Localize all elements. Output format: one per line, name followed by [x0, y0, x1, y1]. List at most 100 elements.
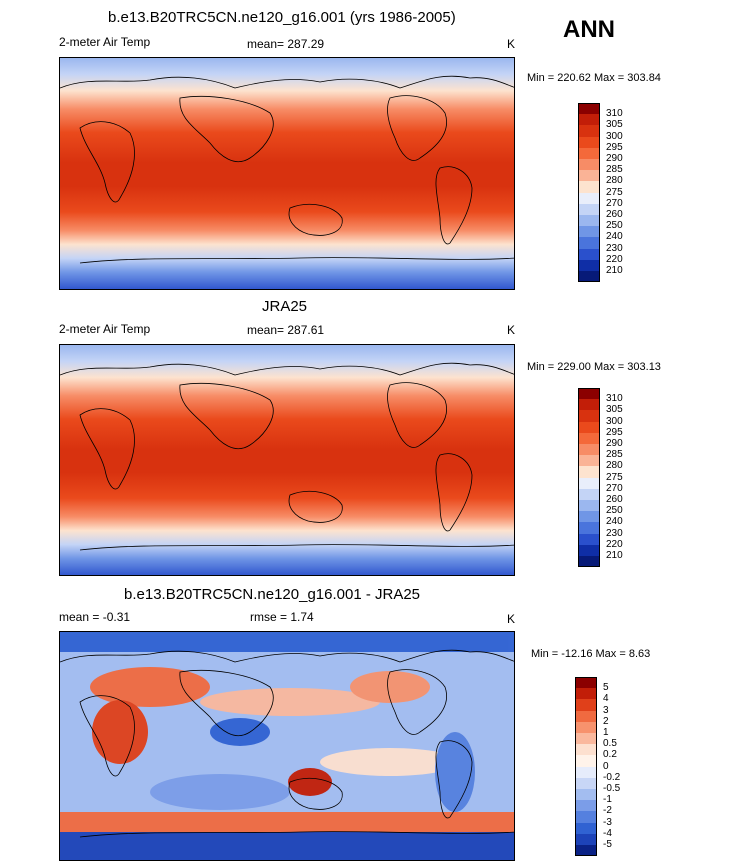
colorbar-swatch	[578, 533, 600, 545]
colorbar-tick-label: 0.5	[603, 738, 617, 750]
colorbar-swatch	[575, 733, 597, 745]
colorbar-tick-label: 230	[606, 527, 623, 539]
colorbar-tick-label: 240	[606, 231, 623, 243]
colorbar-swatch	[575, 699, 597, 711]
colorbar-tick-label: -2	[603, 805, 612, 817]
colorbar-tick-label: 0	[603, 760, 609, 772]
colorbar-tick-label: -0.2	[603, 771, 621, 783]
colorbar-tick-label: -4	[603, 827, 612, 839]
panel3-map-svg	[60, 632, 514, 860]
colorbar-swatch	[575, 677, 597, 689]
colorbar-swatch	[578, 114, 600, 126]
colorbar-tick-label: 275	[606, 471, 623, 483]
panel3-title: b.e13.B20TRC5CN.ne120_g16.001 - JRA25	[124, 586, 421, 603]
colorbar-swatch	[578, 488, 600, 500]
season-label: ANN	[563, 16, 615, 43]
colorbar-swatch	[578, 444, 600, 456]
colorbar-tick-label: 290	[606, 153, 623, 164]
colorbar-tick-label: 280	[606, 175, 623, 187]
panel3-minmax: Min = -12.16 Max = 8.63	[531, 648, 651, 660]
colorbar-tick-label: 295	[606, 141, 623, 153]
panel1-minmax: Min = 220.62 Max = 303.84	[527, 72, 661, 84]
panel1-title: b.e13.B20TRC5CN.ne120_g16.001 (yrs 1986-…	[108, 9, 456, 26]
colorbar-tick-label: 300	[606, 415, 623, 427]
colorbar-tick-label: 0.2	[603, 749, 617, 761]
colorbar-swatch	[578, 215, 600, 227]
colorbar-swatch	[578, 466, 600, 478]
colorbar-tick-label: 295	[606, 426, 623, 438]
panel1-mean-label: mean= 287.29	[247, 37, 325, 51]
colorbar-swatch	[578, 271, 600, 283]
colorbar-tick-label: 5	[603, 682, 609, 694]
colorbar-swatch	[578, 455, 600, 467]
colorbar-swatch	[578, 125, 600, 137]
colorbar-swatch	[578, 203, 600, 215]
colorbar-tick-label: 230	[606, 242, 623, 254]
colorbar-swatch	[578, 388, 600, 400]
panel1-units: K	[507, 37, 516, 51]
colorbar-tick-label: 280	[606, 460, 623, 472]
colorbar-tick-label: 220	[606, 253, 623, 265]
colorbar-swatch	[578, 159, 600, 171]
colorbar-swatch	[578, 544, 600, 556]
colorbar-swatch	[578, 181, 600, 193]
colorbar-tick-label: -0.5	[603, 783, 621, 794]
colorbar-swatch	[575, 845, 597, 857]
colorbar-swatch	[575, 777, 597, 789]
colorbar-swatch	[575, 721, 597, 733]
colorbar-swatch	[575, 789, 597, 801]
panel3-mean-label: mean = -0.31	[59, 610, 131, 624]
colorbar-swatch	[578, 432, 600, 444]
colorbar-tick-label: 270	[606, 482, 623, 494]
colorbar-swatch	[578, 248, 600, 260]
colorbar-swatch	[575, 811, 597, 823]
colorbar-tick-label: 240	[606, 516, 623, 528]
colorbar-swatch	[575, 822, 597, 834]
panel3-rmse-label: rmse = 1.74	[250, 610, 314, 624]
colorbar-swatch	[578, 511, 600, 523]
colorbar-tick-label: 300	[606, 130, 623, 142]
colorbar-swatch	[578, 103, 600, 115]
colorbar-swatch	[575, 744, 597, 756]
panel2-units: K	[507, 323, 516, 337]
colorbar-tick-label: -5	[603, 839, 612, 850]
colorbar-swatch	[578, 399, 600, 411]
panel3-map	[59, 631, 515, 861]
colorbar-swatch	[575, 766, 597, 778]
panel2-minmax: Min = 229.00 Max = 303.13	[527, 361, 661, 373]
colorbar-tick-label: 260	[606, 494, 623, 505]
colorbar-tick-label: -3	[603, 816, 612, 828]
colorbar-swatch	[575, 710, 597, 722]
colorbar-tick-label: 270	[606, 197, 623, 209]
colorbar-swatch	[578, 226, 600, 238]
colorbar-swatch	[575, 688, 597, 700]
panel2-title: JRA25	[262, 298, 308, 315]
colorbar-tick-label: 210	[606, 550, 623, 561]
colorbar-swatch	[578, 421, 600, 433]
colorbar-tick-label: 275	[606, 186, 623, 198]
colorbar-swatch	[578, 170, 600, 182]
colorbar-tick-label: 1	[603, 727, 609, 738]
colorbar-tick-label: 220	[606, 538, 623, 550]
colorbar-tick-label: 260	[606, 209, 623, 220]
colorbar-swatch	[575, 833, 597, 845]
panel2-map	[59, 344, 515, 576]
panel1-variable-label: 2-meter Air Temp	[59, 35, 151, 49]
colorbar-tick-label: 4	[603, 693, 609, 705]
panel2-variable-label: 2-meter Air Temp	[59, 322, 151, 336]
colorbar-swatch	[578, 237, 600, 249]
colorbar-tick-label: 285	[606, 164, 623, 176]
colorbar-swatch	[575, 755, 597, 767]
panel1-map-svg	[60, 58, 514, 289]
colorbar-swatch	[578, 556, 600, 568]
colorbar-tick-label: 2	[603, 715, 609, 727]
colorbar-tick-label: 305	[606, 404, 623, 416]
colorbar-swatch	[578, 259, 600, 271]
colorbar-tick-label: -1	[603, 794, 612, 806]
colorbar-swatch	[578, 147, 600, 159]
colorbar-swatch	[578, 410, 600, 422]
colorbar-tick-label: 210	[606, 265, 623, 276]
colorbar-tick-label: 250	[606, 220, 623, 232]
colorbar-swatch	[578, 136, 600, 148]
colorbar-tick-label: 250	[606, 505, 623, 517]
